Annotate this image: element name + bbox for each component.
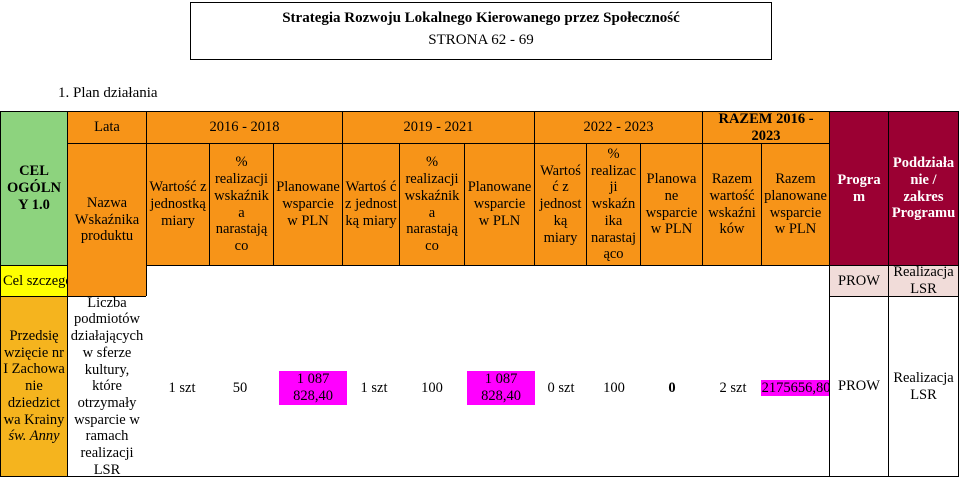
lata-label: Lata: [94, 119, 120, 136]
row-p2-wartosc: 1 szt: [354, 378, 394, 398]
col-p2-proc-label: % realizacji wskaźnik a narastają co: [404, 154, 460, 254]
row-program-text: PROW: [838, 378, 880, 395]
row-razem-wartosc: 2 szt: [713, 378, 753, 398]
col-p2-proc-cell: % realizacji wskaźnik a narastają co: [399, 143, 465, 266]
row-poddzialanie-cell: Realizacja LSR: [888, 296, 959, 477]
col-p3-plan-label: Planowa ne wsparcie w PLN: [645, 171, 698, 238]
row-p3-proc: 100: [597, 378, 631, 398]
period1-cell: 2016 - 2018: [146, 111, 343, 144]
col-p1-proc-label: % realizacji wskaźnik a narastają co: [214, 154, 269, 254]
prow-sub-label: PROW: [838, 272, 880, 289]
program-header-cell: Progra m: [829, 111, 889, 266]
realizacja-sub-cell: Realizacja LSR: [888, 264, 959, 297]
col-razem-wartosc-label: Razem wartość wskaźni ków: [708, 171, 756, 238]
col-p3-plan-cell: Planowa ne wsparcie w PLN: [640, 143, 703, 266]
plan-heading: 1. Plan działania: [58, 85, 158, 101]
przedsiewziecie-cell: Przedsię wzięcie nr I Zachowa nie dziedz…: [0, 296, 68, 477]
page-range: STRONA 62 - 69: [428, 32, 534, 48]
col-p2-plan-cell: Planowane wsparcie w PLN: [464, 143, 535, 266]
razem-cell: RAZEM 2016 - 2023: [702, 111, 830, 144]
row-p1-plan: 1 087 828,40: [277, 371, 349, 405]
period2-label: 2019 - 2021: [403, 119, 474, 136]
poddzialanie-header-label: Poddziała nie / zakres Programu: [891, 155, 956, 222]
prow-sub-cell: PROW: [829, 265, 889, 297]
col-razem-wartosc-cell: Razem wartość wskaźni ków: [702, 143, 762, 266]
przedsiewziecie-label-italic: św. Anny: [8, 428, 60, 445]
row-p1-wartosc: 1 szt: [162, 378, 202, 398]
row-program-cell: PROW: [829, 296, 889, 477]
period1-label: 2016 - 2018: [209, 119, 280, 136]
document-header: Strategia Rozwoju Lokalnego Kierowanego …: [190, 2, 772, 60]
empty-sub-cell: [146, 265, 830, 297]
row-poddzialanie-text: Realizacja LSR: [893, 369, 954, 403]
col-p1-wartosc-label: Wartość z jednostką miary: [149, 179, 207, 229]
col-razem-plan-label: Razem planowane wsparcie w PLN: [764, 171, 827, 238]
row-p1-proc: 50: [225, 378, 255, 398]
razem-label: RAZEM 2016 - 2023: [718, 110, 814, 144]
row-p2-proc: 100: [415, 378, 449, 398]
document-title: Strategia Rozwoju Lokalnego Kierowanego …: [282, 10, 680, 26]
poddzialanie-header-cell: Poddziała nie / zakres Programu: [888, 111, 959, 266]
cel-ogolny-cell: CEL OGÓLN Y 1.0: [0, 111, 68, 266]
col-p3-proc-label: % realizac ji wskaźn ika narastaj ąco: [590, 146, 637, 263]
col-p2-wartosc-cell: Wartoś ć z jednost ką miary: [342, 143, 400, 266]
col-nazwa-label: Nazwa Wskaźnika produktu: [74, 194, 140, 245]
col-p3-wartosc-cell: Wartoś ć z jednost ką miary: [534, 143, 587, 266]
col-p2-plan-label: Planowane wsparcie w PLN: [467, 179, 532, 229]
lata-cell: Lata: [67, 111, 147, 144]
przedsiewziecie-label: Przedsię wzięcie nr I Zachowa nie dziedz…: [3, 328, 65, 428]
col-p1-wartosc-cell: Wartość z jednostką miary: [146, 143, 210, 266]
col-p1-plan-cell: Planowane wsparcie w PLN: [273, 143, 343, 266]
program-header-label: Progra m: [837, 171, 881, 205]
row-p3-wartosc: 0 szt: [541, 378, 581, 398]
col-p3-proc-cell: % realizac ji wskaźn ika narastaj ąco: [586, 143, 641, 266]
realizacja-sub-label: Realizacja LSR: [893, 264, 954, 297]
row-nazwa-cell: Liczba podmiotów działających w sferze k…: [67, 294, 147, 478]
period3-cell: 2022 - 2023: [534, 111, 703, 144]
row-nazwa-text: Liczba podmiotów działających w sferze k…: [70, 294, 144, 478]
row-p2-plan: 1 087 828,40: [465, 371, 537, 405]
col-nazwa-cell: Nazwa Wskaźnika produktu: [67, 143, 147, 297]
period2-cell: 2019 - 2021: [342, 111, 535, 144]
cel-ogolny-label: CEL OGÓLN Y 1.0: [7, 163, 61, 213]
col-p2-wartosc-label: Wartoś ć z jednost ką miary: [345, 179, 397, 229]
row-razem-plan: 2175656,80: [760, 378, 832, 398]
col-p3-wartosc-label: Wartoś ć z jednost ką miary: [539, 162, 582, 246]
col-p1-proc-cell: % realizacji wskaźnik a narastają co: [209, 143, 274, 266]
period3-label: 2022 - 2023: [583, 119, 654, 136]
col-razem-plan-cell: Razem planowane wsparcie w PLN: [761, 143, 830, 266]
row-p3-plan: 0: [660, 378, 684, 398]
col-p1-plan-label: Planowane wsparcie w PLN: [276, 179, 340, 229]
